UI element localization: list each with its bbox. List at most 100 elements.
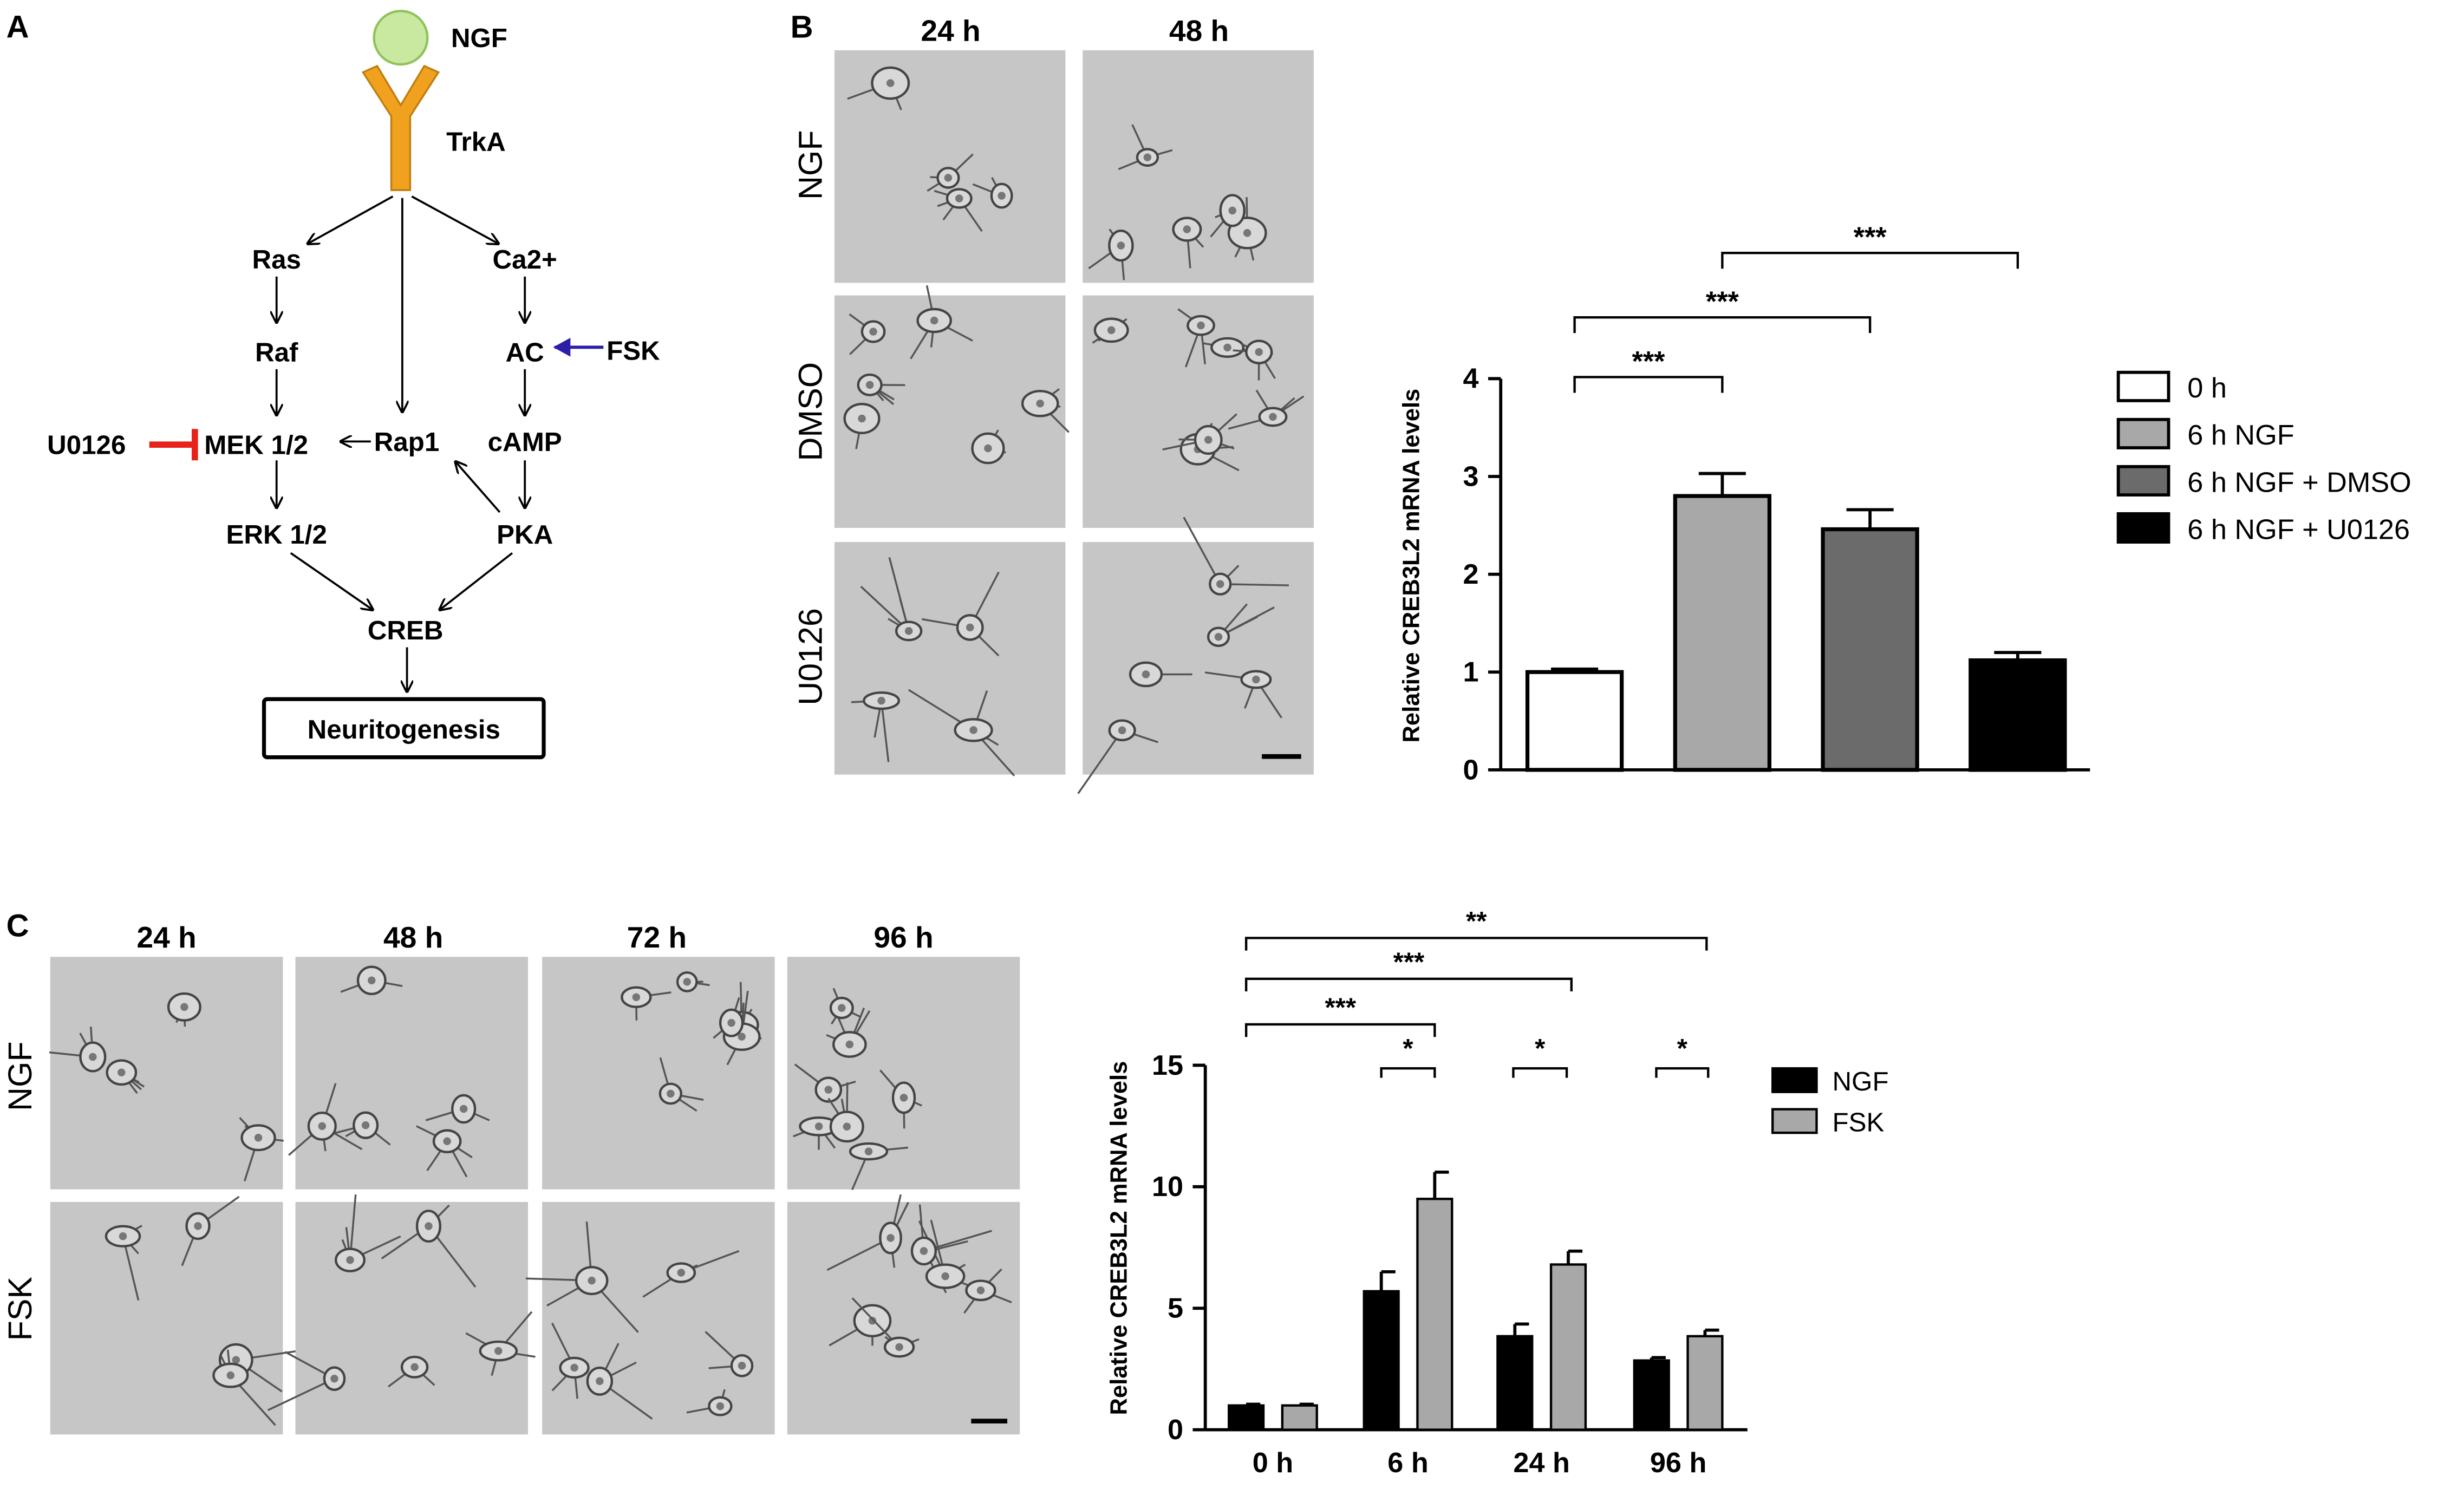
- trka-label: TrkA: [446, 127, 506, 157]
- cell-nucleus: [494, 1347, 503, 1355]
- cell-nucleus: [683, 978, 691, 986]
- ngf-ligand-icon: [374, 11, 428, 64]
- micrograph-tile: [50, 1197, 313, 1434]
- chart-c-sig-label: ***: [1325, 992, 1356, 1022]
- legend-label-6h-ngf: 6 h NGF: [2187, 420, 2294, 451]
- fsk-node: FSK: [607, 336, 660, 366]
- micro-b-col-24h: 24 h: [921, 14, 980, 47]
- cell-nucleus: [1144, 153, 1152, 161]
- cell-nucleus: [866, 381, 874, 389]
- cell-nucleus: [941, 1272, 949, 1281]
- micrographs-b: 24 h 48 h NGF DMSO U0126: [792, 14, 1314, 793]
- cell-nucleus: [1223, 344, 1231, 352]
- cell-nucleus: [966, 624, 974, 632]
- legend-label-fsk: FSK: [1832, 1107, 1884, 1137]
- cell-nucleus: [227, 1371, 235, 1380]
- rap1-node: Rap1: [374, 427, 440, 457]
- micro-b-col-48h: 48 h: [1169, 14, 1229, 47]
- cell-nucleus: [570, 1364, 578, 1372]
- micro-c-row-fsk: FSK: [2, 1277, 38, 1341]
- chart-c-legend: NGF FSK: [1772, 1067, 1888, 1137]
- cell-nucleus: [1216, 580, 1224, 588]
- micrographs-c: 24 h 48 h 72 h 96 h NGF FSK: [2, 920, 1020, 1435]
- micrograph-tile: [835, 50, 1066, 283]
- micrograph-tile: [289, 957, 528, 1189]
- cell-nucleus: [825, 1086, 833, 1094]
- micro-c-col-96h: 96 h: [874, 920, 933, 954]
- cell-nucleus: [1228, 207, 1236, 215]
- chart-c-bar: [1634, 1361, 1669, 1430]
- cell-nucleus: [1215, 633, 1223, 641]
- chart-c-bar: [1229, 1406, 1263, 1430]
- chart-b-ytick-label: 0: [1463, 754, 1479, 786]
- chart-c-sig-bracket: [1246, 938, 1706, 950]
- cell-nucleus: [998, 192, 1006, 200]
- chart-c-sig-bracket: [1513, 1068, 1567, 1077]
- micro-c-col-48h: 48 h: [383, 920, 443, 954]
- legend-swatch-6h-ngf-dmso: [2118, 467, 2169, 495]
- chart-b-bar: [1823, 530, 1917, 770]
- erk-node: ERK 1/2: [226, 520, 327, 550]
- neuritogenesis-label: Neuritogenesis: [308, 715, 500, 744]
- chart-b-ytick-label: 4: [1463, 363, 1479, 395]
- cell-nucleus: [984, 445, 992, 453]
- chart-b-sig-bracket: [1722, 253, 2018, 269]
- cell-nucleus: [846, 1041, 854, 1049]
- panel-label-c: C: [6, 908, 29, 943]
- cell-nucleus: [1142, 670, 1150, 678]
- chart-b-ytick-label: 1: [1463, 657, 1479, 688]
- chart-b-ylabel: Relative CREB3L2 mRNA levels: [1398, 389, 1424, 743]
- cell-nucleus: [255, 1134, 263, 1142]
- cell-nucleus: [180, 1003, 188, 1011]
- trka-receptor-icon: [363, 66, 438, 190]
- cell-nucleus: [838, 1004, 846, 1012]
- cell-nucleus: [977, 1286, 985, 1295]
- cell-nucleus: [1197, 322, 1205, 330]
- cell-nucleus: [1243, 229, 1251, 237]
- chart-b-bar: [1971, 661, 2065, 770]
- micrograph-background: [542, 957, 774, 1189]
- chart-b-bar: [1528, 672, 1622, 770]
- chart-c-sig-label: *: [1677, 1034, 1688, 1063]
- cell-nucleus: [1036, 400, 1044, 408]
- chart-b: Relative CREB3L2 mRNA levels 0 h 6 h NGF…: [1398, 222, 2411, 786]
- chart-b-sig-label: ***: [1706, 286, 1739, 318]
- cell-nucleus: [1252, 676, 1260, 684]
- cell-nucleus: [738, 1362, 746, 1370]
- micrograph-background: [835, 542, 1066, 774]
- creb-node: CREB: [368, 616, 444, 645]
- u0126-node: U0126: [47, 430, 126, 460]
- chart-c: Relative CREB3L2 mRNA levels NGF FSK 051…: [1106, 906, 1889, 1479]
- cell-nucleus: [1107, 326, 1116, 335]
- chart-c-xtick-label: 96 h: [1650, 1447, 1706, 1479]
- chart-c-ytick-label: 15: [1152, 1050, 1183, 1081]
- micrograph-tile: [1083, 50, 1314, 283]
- cell-nucleus: [716, 1402, 725, 1410]
- cell-nucleus: [1269, 413, 1277, 421]
- cell-nucleus: [920, 1247, 928, 1255]
- cell-nucleus: [955, 194, 963, 202]
- legend-label-ngf: NGF: [1832, 1067, 1888, 1096]
- cell-nucleus: [677, 1269, 686, 1277]
- cell-nucleus: [858, 415, 866, 423]
- micrograph-background: [50, 1202, 283, 1434]
- cell-nucleus: [362, 1121, 370, 1129]
- micrograph-tile: [49, 957, 284, 1189]
- mek-node: MEK 1/2: [204, 430, 308, 460]
- chart-b-bar: [1675, 496, 1769, 770]
- cell-nucleus: [1255, 348, 1263, 356]
- cell-nucleus: [596, 1377, 604, 1386]
- cell-nucleus: [900, 1094, 908, 1102]
- chart-c-bar: [1497, 1336, 1532, 1430]
- micrograph-background: [50, 957, 283, 1189]
- ac-node: AC: [506, 337, 544, 367]
- cell-nucleus: [119, 1232, 127, 1240]
- chart-c-bar: [1417, 1199, 1452, 1429]
- micro-b-row-dmso: DMSO: [792, 362, 829, 461]
- ras-node: Ras: [252, 245, 301, 275]
- chart-c-ytick-label: 5: [1168, 1293, 1183, 1324]
- micrograph-tile: [835, 542, 1066, 776]
- legend-swatch-fsk: [1772, 1109, 1816, 1133]
- cell-nucleus: [969, 726, 977, 734]
